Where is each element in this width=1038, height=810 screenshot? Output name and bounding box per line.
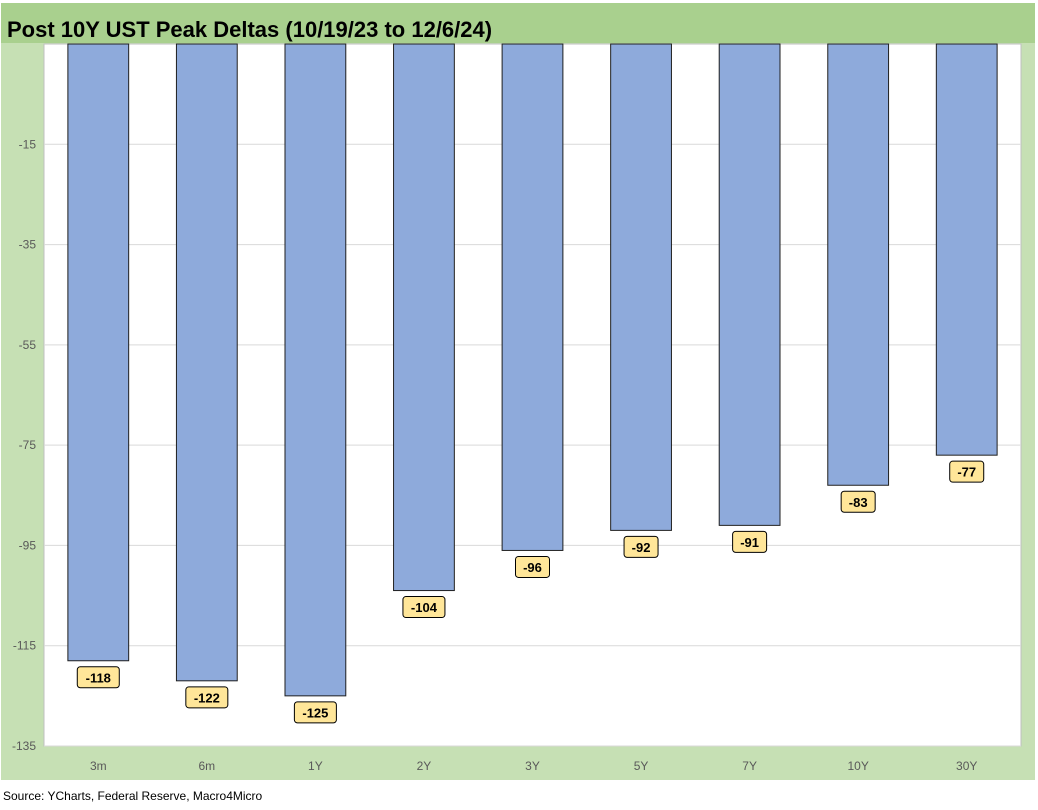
- data-label-box: [515, 555, 550, 578]
- data-label-text: -91: [740, 535, 759, 550]
- data-label-box: [732, 530, 768, 553]
- x-tick-label: 5Y: [634, 759, 649, 773]
- data-label: -92: [623, 535, 659, 558]
- source-note: Source: YCharts, Federal Reserve, Macro4…: [3, 789, 263, 803]
- x-tick-label: 6m: [198, 759, 215, 773]
- chart-title: Post 10Y UST Peak Deltas (10/19/23 to 12…: [7, 17, 493, 42]
- bar-1y: [284, 43, 347, 697]
- y-tick-label: -15: [19, 137, 37, 151]
- data-label-box: [623, 535, 659, 558]
- bar-2y: [393, 43, 455, 592]
- data-label-text: -96: [523, 560, 542, 575]
- bar-10y: [827, 43, 890, 486]
- title-bar: Post 10Y UST Peak Deltas (10/19/23 to 12…: [1, 3, 1035, 43]
- data-label: -96: [515, 555, 550, 578]
- data-label: -77: [949, 460, 985, 483]
- bar-3m: [67, 43, 130, 662]
- data-label-text: -83: [849, 495, 868, 510]
- x-axis-tick-labels: 3m 6m 1Y 2Y 3Y 5Y 7Y 10Y 30Y: [90, 759, 977, 773]
- data-label-box: [949, 460, 985, 483]
- data-label: -118: [76, 666, 120, 689]
- data-labels: -118 -122 -125 -104 -96 -92 -91 -83 -77: [76, 460, 985, 724]
- data-label: -83: [840, 490, 876, 513]
- y-tick-label: -135: [12, 739, 36, 753]
- y-tick-label: -35: [19, 238, 37, 252]
- x-tick-label: 7Y: [742, 759, 757, 773]
- x-tick-label: 3m: [90, 759, 107, 773]
- data-label-box: [402, 596, 446, 619]
- bar-5y: [610, 43, 672, 531]
- bar-7y: [718, 43, 781, 526]
- data-label-box: [185, 686, 229, 709]
- data-label-text: -77: [957, 465, 976, 480]
- data-label: -104: [402, 596, 446, 619]
- y-tick-label: -55: [19, 338, 37, 352]
- x-tick-label: 10Y: [847, 759, 868, 773]
- data-label: -122: [185, 686, 229, 709]
- data-label-text: -125: [302, 705, 328, 720]
- y-tick-label: -75: [19, 438, 37, 452]
- x-tick-label: 2Y: [417, 759, 432, 773]
- data-label: -91: [732, 530, 768, 553]
- data-label-text: -118: [86, 670, 111, 685]
- data-label-box: [293, 701, 337, 724]
- y-tick-label: -115: [13, 639, 36, 653]
- bar-6m: [175, 43, 238, 682]
- x-tick-label: 3Y: [525, 759, 540, 773]
- bar-30y: [935, 43, 998, 456]
- x-tick-label: 30Y: [956, 759, 977, 773]
- data-label-text: -92: [632, 540, 651, 555]
- data-label-box: [840, 490, 876, 513]
- bar-3y: [501, 43, 564, 551]
- data-label-text: -104: [411, 600, 438, 615]
- y-axis-tick-labels: -15 -35 -55 -75 -95 -115 -135: [12, 137, 36, 753]
- data-label-text: -122: [194, 690, 220, 705]
- data-label-box: [76, 666, 120, 689]
- bars: [67, 43, 998, 697]
- y-tick-label: -95: [19, 538, 37, 552]
- x-tick-label: 1Y: [308, 759, 323, 773]
- data-label: -125: [293, 701, 337, 724]
